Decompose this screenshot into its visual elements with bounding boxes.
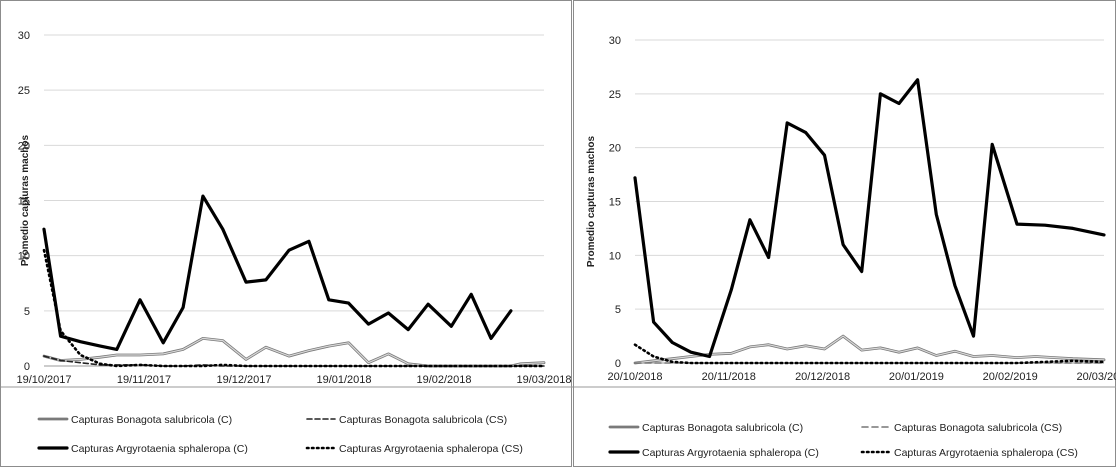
y-tick-label: 30 xyxy=(18,30,30,42)
legend-entry: Capturas Argyrotaenia sphaleropa (C) xyxy=(642,447,819,459)
y-axis-label: Promedio capturas machos xyxy=(20,134,31,266)
legend-entry: Capturas Argyrotaenia sphaleropa (CS) xyxy=(339,443,523,455)
x-tick-label: 20/10/2018 xyxy=(607,371,662,383)
y-tick-label: 15 xyxy=(18,196,30,208)
series-line xyxy=(42,248,546,368)
x-tick-label: 19/10/2017 xyxy=(16,374,71,386)
y-tick-label: 0 xyxy=(615,358,621,370)
legend-entry: Capturas Bonagota salubricola (C) xyxy=(642,422,803,434)
x-tick-label: 19/02/2018 xyxy=(416,374,471,386)
y-tick-label: 30 xyxy=(609,35,621,47)
x-tick-label: 20/11/2018 xyxy=(702,371,756,383)
y-tick-label: 25 xyxy=(18,85,30,97)
y-tick-label: 5 xyxy=(24,306,30,318)
y-tick-label: 10 xyxy=(18,251,30,263)
x-tick-label: 20/02/2019 xyxy=(983,371,1038,383)
x-tick-label: 19/01/2018 xyxy=(316,374,371,386)
y-axis-label: Promedio capturas machos xyxy=(586,135,597,267)
legend-entry: Capturas Bonagota salubricola (CS) xyxy=(339,414,507,426)
chart-panel-2017: 0 5 10 15 20 25 30 19/10/2017 19/11/2017 19/12/20… xyxy=(0,0,573,467)
x-tick-label: 19/12/2017 xyxy=(216,374,271,386)
chart-2017-svg: 0 5 10 15 20 25 30 19/10/2017 19/11/2017 19/12/20… xyxy=(1,30,573,455)
chart-panel-2018: 0 5 10 15 20 25 30 20/10/2018 20/11/2018 20/12/20… xyxy=(573,0,1116,467)
y-tick-label: 20 xyxy=(609,143,621,155)
x-tick-label: 20/01/2019 xyxy=(889,371,944,383)
y-tick-label: 15 xyxy=(609,197,621,209)
series-line xyxy=(43,355,545,367)
y-tick-label: 20 xyxy=(18,140,30,152)
legend-entry: Capturas Argyrotaenia sphaleropa (CS) xyxy=(894,447,1078,459)
series-line xyxy=(633,78,1106,359)
y-tick-label: 10 xyxy=(609,250,621,262)
x-tick-label: 20/12/2018 xyxy=(795,371,850,383)
series-line xyxy=(634,335,1105,364)
legend-entry: Capturas Bonagota salubricola (C) xyxy=(71,414,232,426)
chart-2018-svg: 0 5 10 15 20 25 30 20/10/2018 20/11/2018 20/12/20… xyxy=(574,35,1116,459)
x-tick-label: 20/03/2019 xyxy=(1076,371,1116,383)
series-line xyxy=(633,343,1106,365)
x-tick-label: 19/11/2017 xyxy=(117,374,171,386)
y-tick-label: 5 xyxy=(615,304,621,316)
series-line xyxy=(42,194,513,351)
x-tick-label: 19/03/2018 xyxy=(516,374,571,386)
legend-entry: Capturas Argyrotaenia sphaleropa (C) xyxy=(71,443,248,455)
legend-entry: Capturas Bonagota salubricola (CS) xyxy=(894,422,1062,434)
y-tick-label: 0 xyxy=(24,361,30,373)
y-tick-label: 25 xyxy=(609,89,621,101)
